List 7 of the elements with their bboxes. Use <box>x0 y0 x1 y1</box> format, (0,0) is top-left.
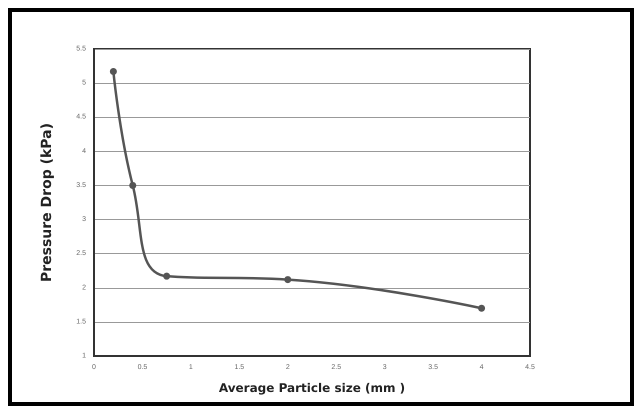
x-axis-title: Average Particle size (mm ) <box>218 381 406 395</box>
y-axis-title: Pressure Drop (kPa) <box>39 122 55 282</box>
point <box>110 68 117 76</box>
point <box>478 304 486 312</box>
point <box>129 182 136 189</box>
point <box>284 276 292 284</box>
point <box>163 272 170 280</box>
